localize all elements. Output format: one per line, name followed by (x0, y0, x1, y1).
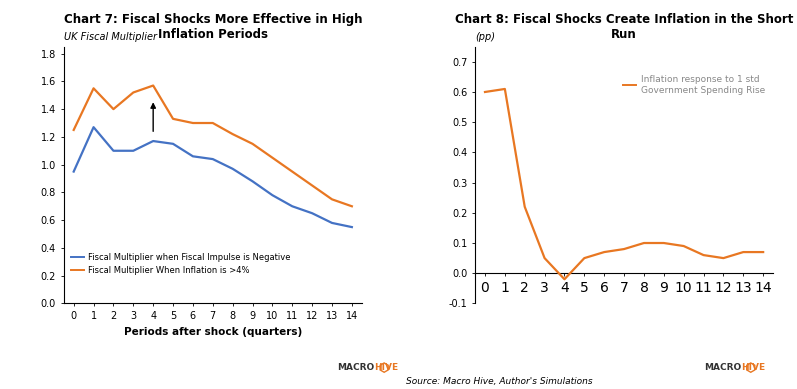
Text: Source: Macro Hive, Author's Simulations: Source: Macro Hive, Author's Simulations (406, 377, 593, 386)
Title: Chart 7: Fiscal Shocks More Effective in High
Inflation Periods: Chart 7: Fiscal Shocks More Effective in… (64, 13, 362, 41)
Text: HIVE: HIVE (375, 363, 398, 372)
Text: (pp): (pp) (475, 32, 495, 42)
Title: Chart 8: Fiscal Shocks Create Inflation in the Short
Run: Chart 8: Fiscal Shocks Create Inflation … (455, 13, 793, 41)
X-axis label: Periods after shock (quarters): Periods after shock (quarters) (124, 327, 302, 336)
Legend: Fiscal Multiplier when Fiscal Impulse is Negative, Fiscal Multiplier When Inflat: Fiscal Multiplier when Fiscal Impulse is… (68, 250, 294, 279)
Text: HIVE: HIVE (741, 363, 765, 372)
Text: UK Fiscal Multiplier: UK Fiscal Multiplier (64, 32, 157, 42)
Text: MACRO: MACRO (704, 363, 741, 372)
Legend: Inflation response to 1 std
Government Spending Rise: Inflation response to 1 std Government S… (619, 72, 768, 98)
Text: MACRO: MACRO (337, 363, 375, 372)
